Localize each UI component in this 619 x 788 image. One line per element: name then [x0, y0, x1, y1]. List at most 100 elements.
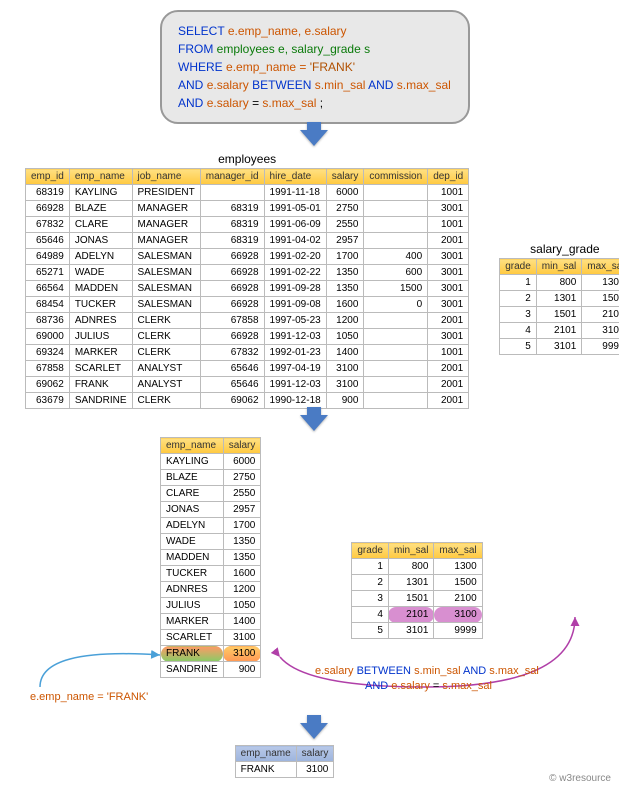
- salary-grade-title: salary_grade: [499, 242, 619, 256]
- table-row: WADE1350: [161, 534, 261, 550]
- cell: 1300: [582, 275, 619, 291]
- cell: 2001: [428, 377, 469, 393]
- table-row: FRANK3100: [161, 646, 261, 662]
- cell: 1050: [223, 598, 261, 614]
- cell: 1350: [223, 550, 261, 566]
- cell: 3001: [428, 265, 469, 281]
- cell: MARKER: [161, 614, 224, 630]
- cell: 66928: [200, 329, 264, 345]
- cell: 1991-12-03: [264, 377, 326, 393]
- cell: SANDRINE: [69, 393, 132, 409]
- cell: [200, 185, 264, 201]
- cell: SALESMAN: [132, 249, 200, 265]
- cell: FRANK: [69, 377, 132, 393]
- table-row: 68454TUCKERSALESMAN669281991-09-08160003…: [26, 297, 469, 313]
- cell: 1301: [388, 575, 433, 591]
- table-row: 531019999: [500, 339, 619, 355]
- cell: 2: [500, 291, 537, 307]
- cell: JULIUS: [69, 329, 132, 345]
- result-table: emp_namesalary FRANK3100: [235, 745, 335, 778]
- cell: 2101: [536, 323, 581, 339]
- table-row: 68736ADNRESCLERK678581997-05-2312002001: [26, 313, 469, 329]
- table-row: 213011500: [352, 575, 482, 591]
- arrow-down-icon: [300, 130, 328, 146]
- cell: [364, 393, 428, 409]
- sql-line-3: WHERE e.emp_name = 'FRANK': [178, 58, 452, 76]
- col-header: min_sal: [536, 259, 581, 275]
- cell: 68736: [26, 313, 70, 329]
- cell: 69324: [26, 345, 70, 361]
- cell: [364, 361, 428, 377]
- cell: 1991-02-22: [264, 265, 326, 281]
- cell: MADDEN: [161, 550, 224, 566]
- cell: 2957: [223, 502, 261, 518]
- cell: 9999: [434, 623, 482, 639]
- table-row: 67858SCARLETANALYST656461997-04-19310020…: [26, 361, 469, 377]
- cell: 1600: [326, 297, 364, 313]
- cell: [364, 201, 428, 217]
- cell: 600: [364, 265, 428, 281]
- cell: TUCKER: [69, 297, 132, 313]
- table-row: MARKER1400: [161, 614, 261, 630]
- cell: [364, 345, 428, 361]
- cell: 66928: [26, 201, 70, 217]
- cell: 3001: [428, 297, 469, 313]
- table-row: KAYLING6000: [161, 454, 261, 470]
- cell: 1200: [326, 313, 364, 329]
- table-row: 66564MADDENSALESMAN669281991-09-28135015…: [26, 281, 469, 297]
- cell: 63679: [26, 393, 70, 409]
- cell: 1: [500, 275, 537, 291]
- cell: 1700: [326, 249, 364, 265]
- cell: 0: [364, 297, 428, 313]
- table-row: 65271WADESALESMAN669281991-02-2213506003…: [26, 265, 469, 281]
- cell: 3: [500, 307, 537, 323]
- cell: 800: [388, 559, 433, 575]
- cell: 1350: [223, 534, 261, 550]
- cell: 66928: [200, 249, 264, 265]
- cell: JONAS: [161, 502, 224, 518]
- tables: employees e, salary_grade s: [217, 42, 370, 56]
- cell: 1050: [326, 329, 364, 345]
- cell: CLERK: [132, 345, 200, 361]
- cell: 800: [536, 275, 581, 291]
- cell: SCARLET: [69, 361, 132, 377]
- kw-and2: AND: [368, 78, 393, 92]
- cell: JONAS: [69, 233, 132, 249]
- eq: =: [252, 96, 259, 110]
- table-row: 315012100: [352, 591, 482, 607]
- cell: 66928: [200, 265, 264, 281]
- cell: 2001: [428, 361, 469, 377]
- cell: [364, 377, 428, 393]
- col-header: manager_id: [200, 169, 264, 185]
- footer-text: © w3resource: [549, 773, 611, 784]
- cell: 3100: [223, 630, 261, 646]
- cell: PRESIDENT: [132, 185, 200, 201]
- cell: FRANK: [235, 762, 296, 778]
- table-row: 66928BLAZEMANAGER683191991-05-0127503001: [26, 201, 469, 217]
- kw-select: SELECT: [178, 24, 224, 38]
- semi: ;: [320, 96, 323, 110]
- cell: 1991-05-01: [264, 201, 326, 217]
- cell: 64989: [26, 249, 70, 265]
- cell: MANAGER: [132, 233, 200, 249]
- c1: e.salary: [207, 96, 249, 110]
- cell: 3101: [536, 339, 581, 355]
- cell: SALESMAN: [132, 297, 200, 313]
- table-row: MADDEN1350: [161, 550, 261, 566]
- emp-sal-table: emp_namesalary KAYLING6000BLAZE2750CLARE…: [160, 437, 261, 678]
- cell: 1991-09-08: [264, 297, 326, 313]
- cell: 65646: [26, 233, 70, 249]
- table-row: 69000JULIUSCLERK669281991-12-0310503001: [26, 329, 469, 345]
- table-row: 531019999: [352, 623, 482, 639]
- cell: 1700: [223, 518, 261, 534]
- col-header: grade: [352, 543, 389, 559]
- cell: 2550: [326, 217, 364, 233]
- cell: 6000: [326, 185, 364, 201]
- annotation-between: e.salary BETWEEN s.min_sal AND s.max_sal: [315, 665, 539, 677]
- cell: JULIUS: [161, 598, 224, 614]
- cell: 65271: [26, 265, 70, 281]
- table-row: 315012100: [500, 307, 619, 323]
- cell: KAYLING: [161, 454, 224, 470]
- cell: 4: [500, 323, 537, 339]
- cell: [364, 329, 428, 345]
